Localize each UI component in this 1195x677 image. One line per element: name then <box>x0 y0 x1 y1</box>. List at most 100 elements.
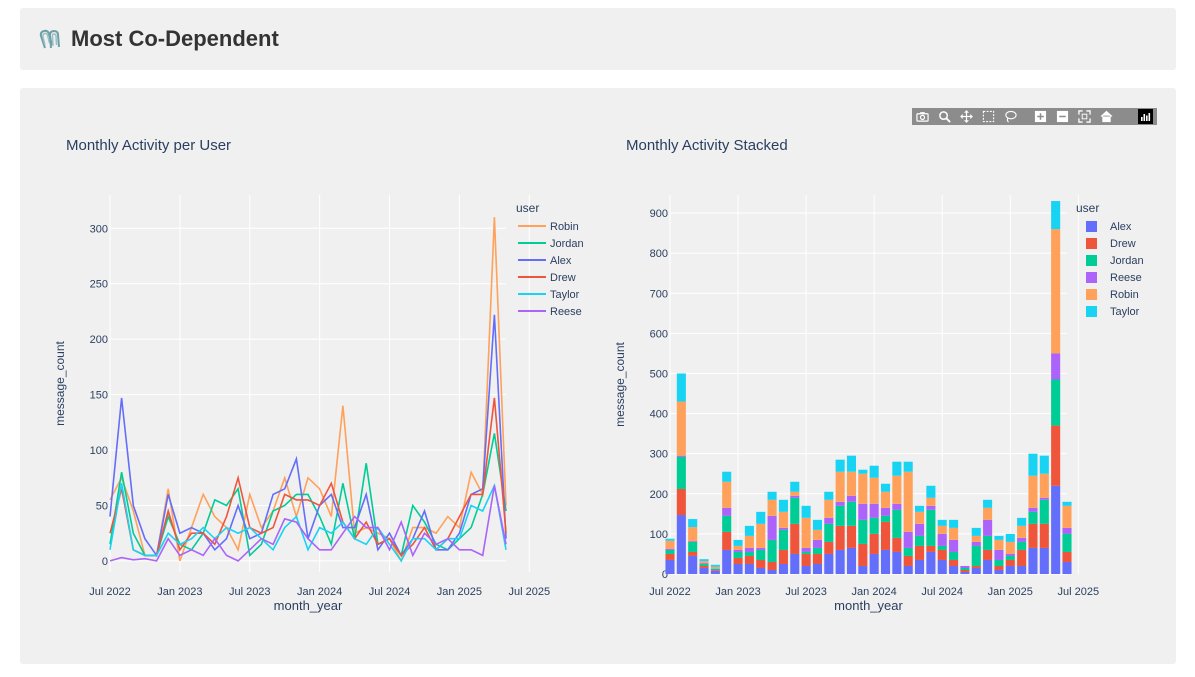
bar-segment-jordan <box>1028 511 1038 524</box>
bar-segment-jordan <box>903 547 913 556</box>
bar-segment-taylor <box>710 564 720 567</box>
bar-segment-drew <box>960 569 970 572</box>
bar-segment-drew <box>937 549 947 560</box>
bar-segment-taylor <box>949 519 959 528</box>
lasso-select-icon[interactable] <box>1000 108 1020 125</box>
bar-segment-reese <box>699 563 709 564</box>
bar-segment-taylor <box>1062 501 1072 506</box>
reset-axes-icon[interactable] <box>1096 108 1116 125</box>
bar-segment-alex <box>983 559 993 574</box>
bar-segment-taylor <box>983 499 993 508</box>
y-tick-label: 200 <box>650 489 668 501</box>
legend-label-drew: Drew <box>1110 238 1136 250</box>
bar-segment-robin <box>744 535 754 548</box>
bar-segment-taylor <box>699 559 709 562</box>
bar-segment-drew <box>880 521 891 550</box>
y-tick-label: 100 <box>90 445 108 457</box>
bar-segment-taylor <box>994 535 1004 540</box>
bar-segment-taylor <box>722 471 732 482</box>
page-title: Most Co-Dependent <box>71 26 279 51</box>
bar-segment-taylor <box>733 539 743 546</box>
y-axis-label: message_count <box>613 341 627 426</box>
bar-segment-taylor <box>846 455 857 472</box>
bar-segment-jordan <box>767 539 777 562</box>
bar-segment-jordan <box>722 515 732 532</box>
bar-segment-jordan <box>880 515 891 522</box>
bar-segment-reese <box>812 539 822 548</box>
legend-swatch-taylor <box>1086 306 1097 317</box>
bar-segment-drew <box>949 559 959 566</box>
bar-segment-robin <box>756 523 766 548</box>
bar-segment-alex <box>699 567 709 574</box>
bar-segment-alex <box>949 565 959 574</box>
bar-segment-drew <box>665 553 675 560</box>
bar-segment-drew <box>767 561 777 570</box>
bar-segment-jordan <box>1051 379 1061 426</box>
bar-segment-jordan <box>869 517 879 534</box>
y-tick-label: 150 <box>90 390 108 402</box>
bar-segment-reese <box>846 495 857 502</box>
bar-segment-reese <box>676 455 686 457</box>
box-select-icon[interactable] <box>978 108 998 125</box>
bar-segment-reese <box>790 495 800 498</box>
y-tick-label: 100 <box>650 529 668 541</box>
bar-segment-robin <box>688 527 698 542</box>
charts-svg: Monthly Activity per User 0 50 100 150 200 250… <box>53 137 1144 613</box>
y-tick-label: 200 <box>90 334 108 346</box>
zoom-icon[interactable] <box>934 108 954 125</box>
header-card: Most Co-Dependent <box>20 8 1176 70</box>
bar-segment-robin <box>903 471 913 532</box>
bar-segment-taylor <box>1028 453 1038 476</box>
bar-segment-robin <box>1028 475 1038 508</box>
zoom-out-icon[interactable] <box>1052 108 1072 125</box>
camera-icon[interactable] <box>912 108 932 125</box>
bar-segment-alex <box>1062 561 1072 574</box>
bar-segment-robin <box>949 527 959 540</box>
bar-segment-drew <box>676 488 686 516</box>
bar-segment-alex <box>915 559 925 574</box>
bar-segment-drew <box>778 549 788 564</box>
bar-segment-jordan <box>915 535 925 546</box>
y-axis-label: message_count <box>53 340 67 425</box>
bar-segment-jordan <box>949 551 959 560</box>
bar-segment-drew <box>824 541 834 554</box>
bar-segment-taylor <box>812 519 822 530</box>
bar-segment-drew <box>1028 523 1038 548</box>
zoom-in-icon[interactable] <box>1030 108 1050 125</box>
bar-segment-jordan <box>824 523 834 542</box>
bar-segment-reese <box>835 501 845 506</box>
bar-segment-alex <box>722 549 732 574</box>
bar-segment-jordan <box>790 497 800 524</box>
bar-segment-taylor <box>858 469 868 474</box>
bar-segment-reese <box>1062 527 1072 534</box>
autoscale-icon[interactable] <box>1074 108 1094 125</box>
bar-segment-robin <box>801 517 811 548</box>
x-axis-label: month_year <box>834 598 903 613</box>
y-tick-label: 800 <box>650 248 668 260</box>
bar-segment-jordan <box>676 456 686 489</box>
bar-segment-robin <box>1062 505 1072 528</box>
bar-segment-drew <box>1062 551 1072 562</box>
bar-segment-alex <box>960 571 970 574</box>
bar-segment-jordan <box>835 505 845 526</box>
bar-segment-drew <box>983 549 993 560</box>
chart-title: Monthly Activity per User <box>66 137 231 154</box>
bar-segment-robin <box>824 499 834 518</box>
pan-icon[interactable] <box>956 108 976 125</box>
bar-segment-taylor <box>778 499 788 512</box>
bar-segment-drew <box>869 533 879 554</box>
bar-segment-jordan <box>1062 533 1072 552</box>
bar-segment-taylor <box>767 491 777 500</box>
bar-segment-alex <box>801 565 811 574</box>
legend-label-taylor: Taylor <box>1110 306 1140 318</box>
bar-segment-alex <box>790 553 800 574</box>
bar-segment-alex <box>733 563 743 574</box>
plotly-logo-icon[interactable] <box>1138 109 1153 124</box>
bar-segment-jordan <box>756 549 766 560</box>
bar-segment-robin <box>846 471 857 496</box>
bar-segment-taylor <box>824 491 834 500</box>
bar-segment-alex <box>971 567 981 574</box>
bar-segment-robin <box>710 566 720 569</box>
bar-segment-robin <box>1005 541 1015 554</box>
bar-segment-alex <box>688 555 698 574</box>
